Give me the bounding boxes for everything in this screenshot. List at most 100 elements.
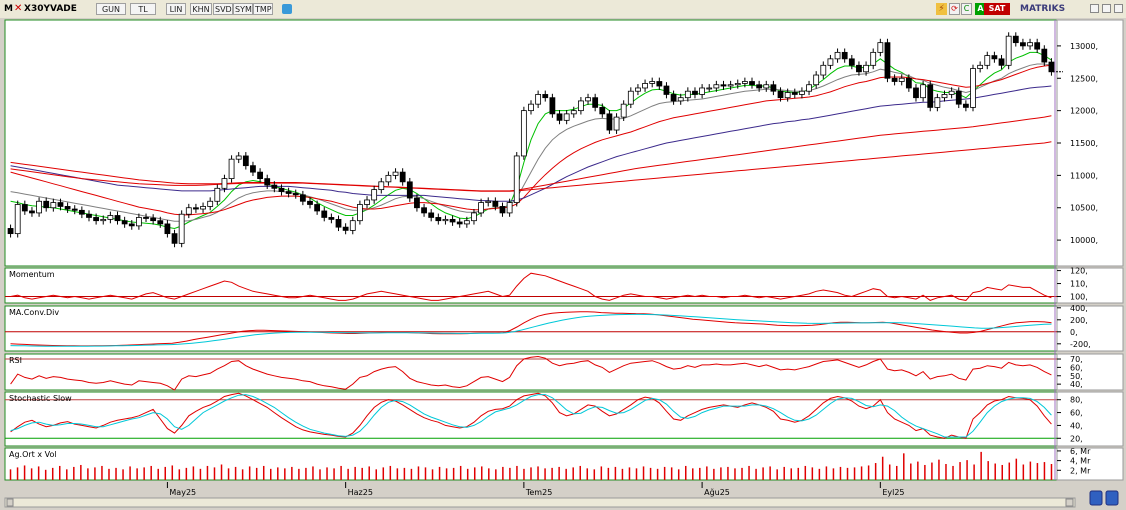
panel-title: Momentum [9, 270, 55, 279]
candle [14, 204, 21, 235]
horizontal-scrollbar[interactable] [4, 490, 1119, 508]
candle [955, 90, 962, 105]
candle [934, 97, 941, 108]
candle [100, 218, 107, 222]
twitter-icon[interactable] [282, 4, 292, 14]
chart-area[interactable]: 10000, 10500, 11000, 11500, 12000, 12500, 1300… [0, 18, 1126, 510]
candle [535, 94, 542, 105]
candle [784, 92, 791, 99]
candle [171, 233, 178, 244]
candle [357, 204, 363, 222]
y-tick-label: 2, Mr [1070, 466, 1091, 475]
candle [29, 210, 35, 214]
candle [328, 217, 335, 220]
candle [1041, 48, 1048, 63]
candle [264, 178, 271, 186]
candle [727, 84, 734, 87]
candle [663, 85, 670, 95]
candle [720, 84, 727, 87]
y-tick-label: 12500, [1070, 74, 1098, 83]
candle [135, 217, 142, 227]
candle [820, 64, 827, 76]
panel-frame [4, 353, 1058, 391]
candle [164, 223, 171, 235]
candle [50, 202, 57, 209]
maximize-icon[interactable] [1102, 4, 1111, 13]
scroll-right-button [1065, 498, 1074, 507]
panel-macd: -200, 0, 200, 400, MA.Conv.Div [4, 304, 1124, 352]
scale-button[interactable]: LIN [166, 3, 186, 15]
candle [506, 202, 513, 214]
candle [449, 218, 456, 223]
axis-area [1056, 19, 1124, 267]
candle [178, 213, 185, 244]
menu-logo-icon[interactable]: M [4, 4, 13, 14]
candle [856, 64, 862, 73]
candle [385, 174, 392, 183]
close-symbol-icon[interactable]: ✕ [14, 3, 23, 14]
ma-line-5 [10, 141, 1052, 192]
candle [128, 223, 135, 227]
panel-price: 10000, 10500, 11000, 11500, 12000, 12500, 1300… [4, 19, 1124, 267]
y-tick-label: 20, [1070, 434, 1083, 443]
refresh-icon[interactable]: ⟳ [949, 3, 960, 15]
candle [143, 217, 149, 219]
panel-frame [4, 391, 1058, 447]
candle [21, 204, 28, 212]
candle [741, 81, 748, 84]
candle [970, 68, 976, 108]
y-tick-label: 40, [1070, 421, 1083, 430]
axis-area [1056, 447, 1124, 481]
sell-button[interactable]: SAT [984, 3, 1010, 15]
panel-title: MA.Conv.Div [9, 308, 59, 317]
chart-type-button[interactable]: KHN [190, 3, 212, 15]
x-tick-label: Tem25 [525, 488, 552, 497]
candle [656, 81, 663, 87]
candle [221, 178, 228, 189]
y-tick-label: 80, [1070, 396, 1083, 405]
candle [613, 116, 620, 131]
candle [200, 206, 206, 210]
candle [620, 103, 627, 118]
candle [499, 206, 506, 214]
candle [891, 77, 898, 82]
candle [1034, 42, 1041, 50]
tmp-button[interactable]: TMP [253, 3, 273, 15]
candle [870, 51, 877, 66]
candle [57, 202, 64, 207]
period-button[interactable]: GUN [96, 3, 126, 15]
candle [592, 97, 599, 108]
candle [86, 213, 92, 218]
candle [1027, 42, 1033, 47]
currency-button[interactable]: TL [130, 3, 156, 15]
minimize-icon[interactable] [1090, 4, 1099, 13]
candle [627, 90, 634, 105]
window-close-icon[interactable] [1114, 4, 1123, 13]
candle [1048, 61, 1055, 73]
axis-area [1056, 391, 1124, 447]
candle [585, 97, 591, 102]
scroll-left-button [6, 498, 14, 507]
settings-icon [1089, 490, 1103, 506]
candle [43, 200, 50, 209]
candle [706, 87, 713, 90]
candle [998, 58, 1005, 66]
y-tick-label: -200, [1070, 340, 1091, 349]
symbol-label[interactable]: X30YVADE [24, 4, 77, 14]
ma-line-3 [10, 85, 1052, 202]
candle [756, 84, 763, 89]
candle [841, 51, 848, 60]
candle [392, 171, 399, 176]
candle [471, 212, 477, 222]
svd-button[interactable]: SVD [213, 3, 233, 15]
candle [428, 212, 435, 218]
info-icon[interactable]: C [961, 3, 972, 15]
sym-button[interactable]: SYM [233, 3, 253, 15]
candle [292, 193, 299, 196]
candle [214, 187, 221, 202]
y-tick-label: 100, [1070, 293, 1088, 302]
candle [649, 81, 656, 84]
lightning-icon[interactable]: ⚡ [936, 3, 947, 15]
y-tick-label: 0, [1070, 328, 1078, 337]
candle [684, 90, 691, 99]
